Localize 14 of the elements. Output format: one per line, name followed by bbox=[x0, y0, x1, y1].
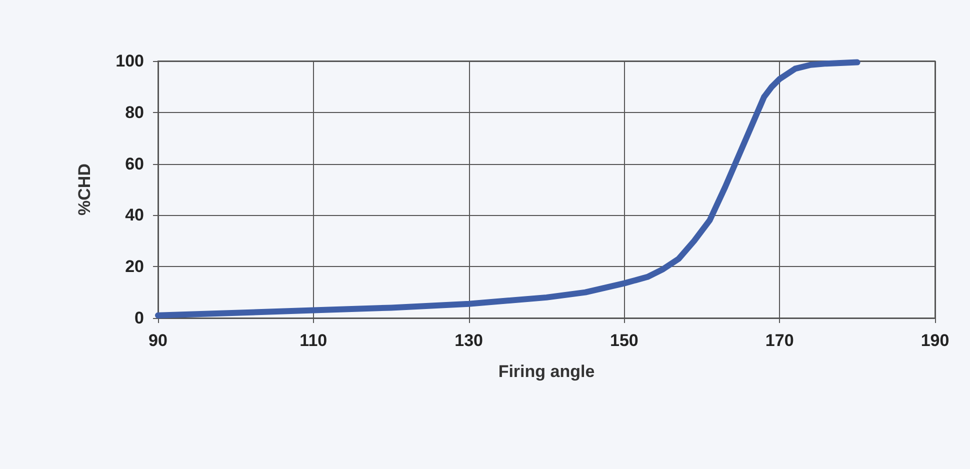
y-tick-label: 0 bbox=[134, 308, 144, 328]
x-axis-title: Firing angle bbox=[498, 362, 595, 381]
y-tick-label: 80 bbox=[125, 102, 144, 122]
x-tick-label: 90 bbox=[148, 331, 168, 350]
y-tick-label: 20 bbox=[125, 257, 144, 276]
y-tick-label: 40 bbox=[125, 206, 144, 225]
x-tick-label: 190 bbox=[920, 331, 950, 350]
y-tick-label: 60 bbox=[125, 154, 144, 174]
x-tick-label: 150 bbox=[610, 331, 638, 350]
x-tick-label: 130 bbox=[454, 331, 483, 350]
x-tick-label: 110 bbox=[300, 331, 328, 350]
y-tick-label: 100 bbox=[116, 52, 144, 70]
y-axis-title: %CHD bbox=[75, 164, 94, 216]
x-tick-label: 170 bbox=[765, 331, 794, 350]
